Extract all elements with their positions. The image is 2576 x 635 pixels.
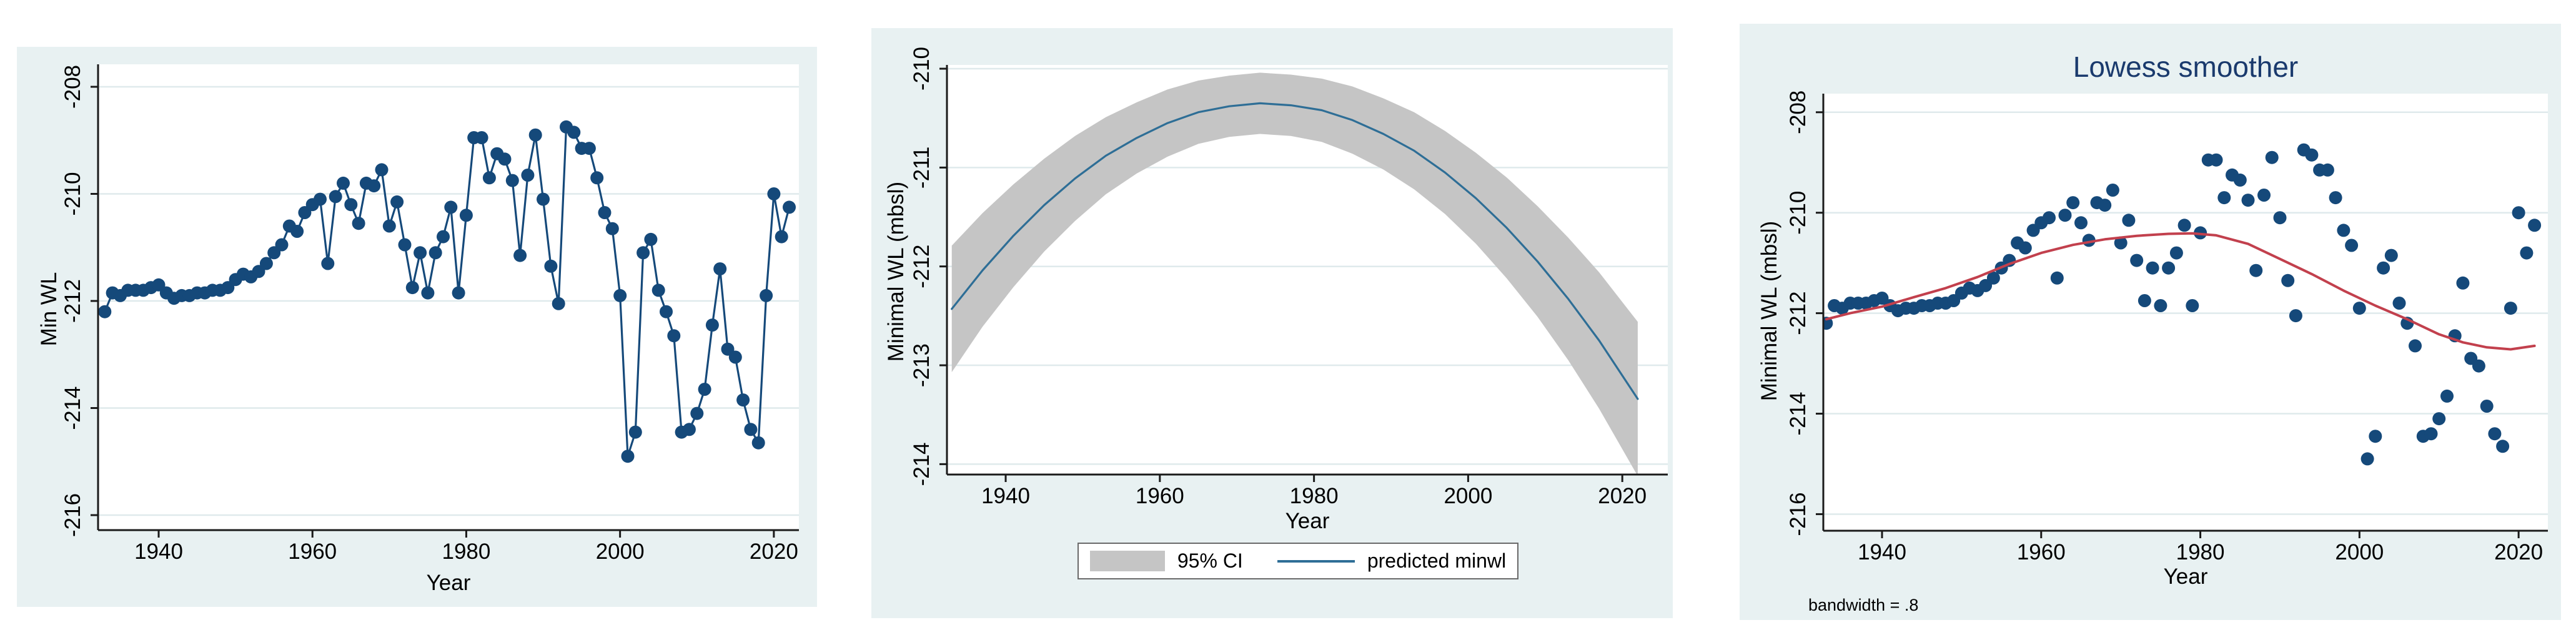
svg-text:-208: -208 — [61, 65, 85, 109]
chart-title-lowess-smoother: Lowess smoother — [2073, 51, 2299, 83]
svg-text:-212: -212 — [1786, 292, 1810, 335]
svg-text:1940: 1940 — [981, 484, 1030, 508]
panel-lowess-smoother: Lowess smoother -208 -210 -212 -214 -216 1940… — [1740, 24, 2561, 620]
y-axis-title-minimal-wl: Minimal WL (mbsl) — [1757, 220, 1781, 401]
ci-band-swatch — [1089, 551, 1165, 571]
svg-text:-216: -216 — [61, 493, 85, 537]
y-axis-title-min-wl: Min WL — [37, 272, 61, 347]
lowess-smoother-chart: -208 -210 -212 -214 -216 1940 1960 1980 2000 2020 — [1786, 91, 2548, 564]
panel-quadratic-fit-ci: -210 -211 -212 -213 -214 1940 1960 1980 2000 2020… — [871, 28, 1673, 618]
svg-text:1940: 1940 — [1858, 540, 1906, 564]
legend-label-predicted: predicted minwl — [1367, 549, 1507, 572]
svg-text:-214: -214 — [909, 442, 934, 486]
min-wl-timeseries-chart: -208 -210 -212 -214 -216 1940 1960 1980 2000 2020 — [61, 64, 799, 564]
svg-text:1980: 1980 — [2176, 540, 2225, 564]
svg-text:2000: 2000 — [2335, 540, 2384, 564]
svg-text:-210: -210 — [1786, 191, 1810, 235]
legend-label-ci: 95% CI — [1177, 549, 1243, 572]
panel-min-wl-timeseries: -208 -210 -212 -214 -216 1940 1960 1980 2000 2020… — [17, 47, 817, 607]
svg-text:2000: 2000 — [1444, 484, 1492, 508]
svg-text:-214: -214 — [1786, 391, 1810, 435]
svg-text:-212: -212 — [909, 245, 934, 288]
svg-text:1960: 1960 — [1136, 484, 1184, 508]
svg-text:1980: 1980 — [1290, 484, 1339, 508]
svg-text:2000: 2000 — [596, 539, 645, 564]
svg-text:-210: -210 — [909, 47, 934, 91]
svg-text:2020: 2020 — [2494, 540, 2543, 564]
bandwidth-note: bandwidth = .8 — [1808, 596, 1919, 614]
legend: 95% CI predicted minwl — [1077, 543, 1518, 579]
svg-text:-212: -212 — [61, 279, 85, 323]
x-axis-title-year: Year — [2163, 564, 2208, 589]
svg-text:1960: 1960 — [288, 539, 337, 564]
svg-text:1960: 1960 — [2017, 540, 2066, 564]
y-axis-title-minimal-wl: Minimal WL (mbsl) — [884, 181, 908, 362]
svg-text:-216: -216 — [1786, 492, 1810, 536]
x-axis-title-year: Year — [1285, 509, 1330, 533]
svg-text:1940: 1940 — [134, 539, 183, 564]
svg-text:-214: -214 — [61, 386, 85, 430]
svg-text:-211: -211 — [909, 147, 934, 189]
svg-text:-208: -208 — [1786, 91, 1810, 134]
predicted-minwl-fit-chart: -210 -211 -212 -213 -214 1940 1960 1980 2000 2020 — [909, 47, 1668, 508]
x-axis-title-year: Year — [426, 571, 471, 595]
svg-text:2020: 2020 — [1598, 484, 1647, 508]
svg-text:-210: -210 — [61, 172, 85, 215]
svg-text:-213: -213 — [909, 343, 934, 387]
svg-text:1980: 1980 — [442, 539, 491, 564]
svg-text:2020: 2020 — [750, 539, 798, 564]
predicted-line-swatch — [1277, 559, 1355, 563]
